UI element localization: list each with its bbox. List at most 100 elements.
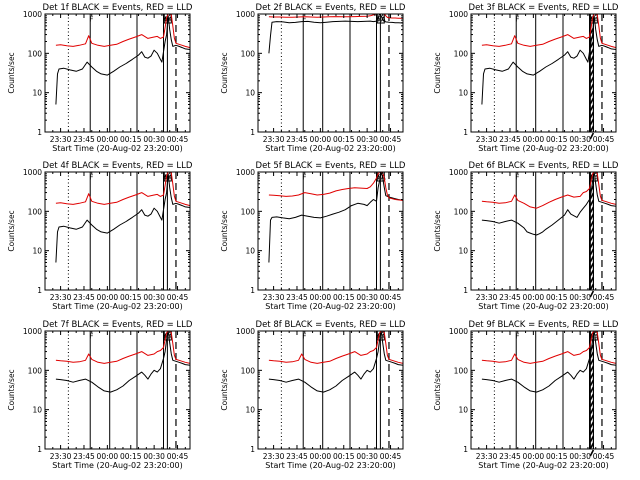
x-axis-label: Start Time (20-Aug-02 23:20:00) <box>265 461 396 470</box>
lld-series-line <box>55 13 191 49</box>
events-series-line <box>55 15 191 105</box>
detector-panel: Det 4f BLACK = Events, RED = LLD Counts/s… <box>7 161 193 311</box>
x-tick-label: 00:15 <box>120 293 142 302</box>
y-tick-label: 1 <box>463 286 468 295</box>
lld-series-line <box>55 171 191 207</box>
detector-panel: Det 9f BLACK = Events, RED = LLD Counts/s… <box>433 320 619 470</box>
x-tick-label: 00:00 <box>97 452 119 461</box>
plot-frame <box>470 330 617 450</box>
marker-label: F <box>515 174 519 182</box>
y-tick-label: 1 <box>463 128 468 137</box>
panel-title: Det 8f BLACK = Events, RED = LLD <box>256 320 406 330</box>
marker-label: F <box>302 333 306 341</box>
x-tick-label: 00:45 <box>380 135 402 144</box>
x-tick-label: 23:30 <box>263 135 285 144</box>
marker-label: F <box>515 333 519 341</box>
marker-label: F <box>515 16 519 24</box>
x-tick-label: 23:45 <box>286 452 308 461</box>
y-tick-label: 100 <box>454 49 469 58</box>
detector-panel: Det 5f BLACK = Events, RED = LLD Counts/s… <box>220 161 406 311</box>
y-axis-label: Counts/sec <box>220 210 229 251</box>
events-series-line <box>268 13 404 54</box>
x-tick-label: 00:45 <box>380 452 402 461</box>
x-tick-label: 00:30 <box>356 452 378 461</box>
x-tick-label: 00:00 <box>310 293 332 302</box>
y-tick-label: 1 <box>250 128 255 137</box>
plot-frame <box>470 13 617 133</box>
lld-series-line <box>55 330 191 364</box>
x-tick-label: 00:00 <box>523 452 545 461</box>
marker-label: A <box>168 174 173 182</box>
x-tick-label: 00:30 <box>143 452 165 461</box>
x-tick-label: 23:45 <box>73 135 95 144</box>
x-tick-label: 00:15 <box>546 135 568 144</box>
marker-label: A <box>381 174 386 182</box>
y-tick-label: 100 <box>454 366 469 375</box>
y-tick-label: 100 <box>241 49 256 58</box>
x-tick-label: 23:45 <box>73 293 95 302</box>
state-box-label: AA <box>376 174 386 182</box>
x-axis-label: Start Time (20-Aug-02 23:20:00) <box>265 302 396 311</box>
panel-title: Det 2f BLACK = Events, RED = LLD <box>256 3 406 13</box>
plot-frame <box>257 13 404 133</box>
x-tick-label: 00:45 <box>380 293 402 302</box>
events-series-line <box>481 15 617 105</box>
marker-label: F <box>89 174 93 182</box>
x-tick-label: 00:00 <box>310 135 332 144</box>
x-tick-label: 23:45 <box>499 293 521 302</box>
y-tick-label: 1000 <box>236 327 255 336</box>
events-series-line <box>55 330 191 393</box>
x-tick-label: 00:45 <box>593 452 615 461</box>
x-tick-label: 23:30 <box>476 452 498 461</box>
marker-label: A <box>381 16 386 24</box>
x-axis-label: Start Time (20-Aug-02 23:20:00) <box>478 302 609 311</box>
x-tick-label: 00:30 <box>143 293 165 302</box>
y-axis-label: Counts/sec <box>433 369 442 410</box>
marker-label: F <box>302 174 306 182</box>
x-tick-label: 00:15 <box>120 135 142 144</box>
x-tick-label: 00:30 <box>356 135 378 144</box>
state-box-label: AA <box>163 333 173 341</box>
y-tick-label: 10 <box>32 406 42 415</box>
plot-frame <box>44 13 191 133</box>
y-tick-label: 100 <box>28 207 43 216</box>
x-axis-label: Start Time (20-Aug-02 23:20:00) <box>265 144 396 153</box>
lld-series-line <box>268 13 403 19</box>
x-tick-label: 00:45 <box>167 135 189 144</box>
marker-label: F <box>89 333 93 341</box>
y-axis-label: Counts/sec <box>220 52 229 93</box>
y-tick-label: 10 <box>245 89 255 98</box>
x-tick-label: 00:30 <box>356 293 378 302</box>
x-tick-label: 00:45 <box>167 452 189 461</box>
x-axis-label: Start Time (20-Aug-02 23:20:00) <box>478 461 609 470</box>
state-box-label: AA <box>589 333 599 341</box>
x-tick-label: 23:30 <box>50 293 72 302</box>
marker-label: F <box>89 16 93 24</box>
lld-series-line <box>481 13 617 49</box>
attenuator-hatch <box>589 449 595 457</box>
x-tick-label: 00:45 <box>167 293 189 302</box>
marker-label: F <box>302 16 306 24</box>
y-tick-label: 1 <box>463 445 468 454</box>
x-axis-label: Start Time (20-Aug-02 23:20:00) <box>52 461 183 470</box>
marker-label: F <box>377 16 381 24</box>
y-tick-label: 100 <box>28 49 43 58</box>
panel-title: Det 5f BLACK = Events, RED = LLD <box>256 161 406 171</box>
y-axis-label: Counts/sec <box>220 369 229 410</box>
y-tick-label: 100 <box>28 366 43 375</box>
y-tick-label: 1 <box>250 286 255 295</box>
y-tick-label: 10 <box>32 247 42 256</box>
y-tick-label: 100 <box>454 207 469 216</box>
plot-frame <box>470 171 617 291</box>
x-tick-label: 23:45 <box>73 452 95 461</box>
x-tick-label: 23:30 <box>263 452 285 461</box>
y-tick-label: 1000 <box>236 168 255 177</box>
y-tick-label: 1000 <box>449 10 468 19</box>
state-box-label: AA <box>376 333 386 341</box>
plot-frame <box>257 330 404 450</box>
attenuator-hatch <box>589 132 595 140</box>
marker-label: F <box>377 174 381 182</box>
y-tick-label: 1 <box>37 445 42 454</box>
x-tick-label: 23:45 <box>286 293 308 302</box>
x-tick-label: 23:30 <box>476 293 498 302</box>
